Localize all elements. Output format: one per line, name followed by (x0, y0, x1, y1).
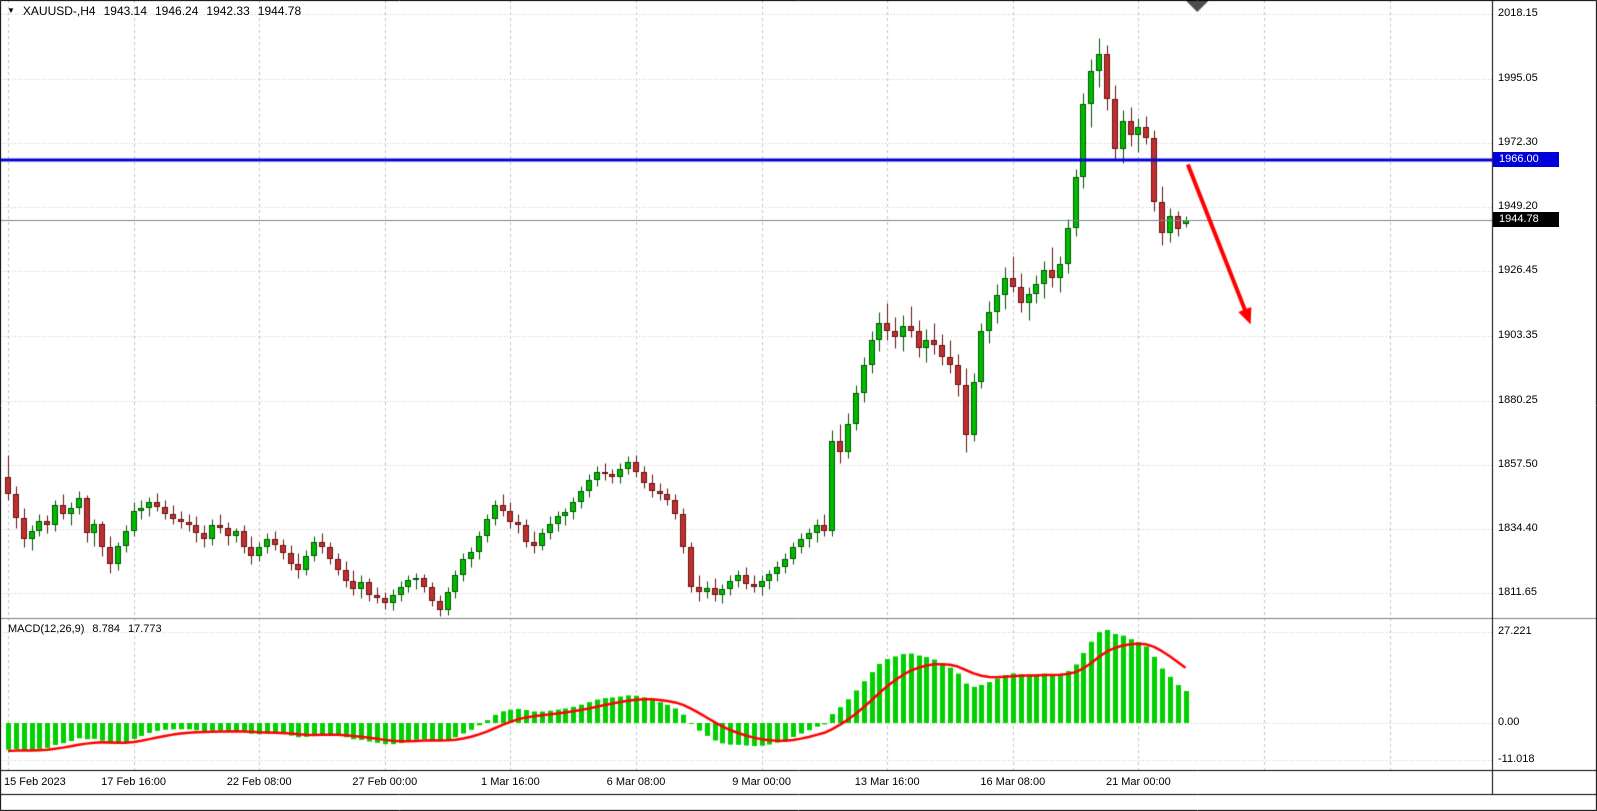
time-axis-label: 1 Mar 16:00 (481, 776, 540, 788)
macd-axis-label: -11.018 (1498, 753, 1535, 765)
time-axis-label: 13 Mar 16:00 (854, 776, 920, 788)
time-axis-label: 27 Feb 00:00 (352, 776, 418, 788)
time-axis-label: 6 Mar 08:00 (606, 776, 666, 788)
time-axis-label: 21 Mar 00:00 (1105, 776, 1171, 788)
price-axis-label: 1857.50 (1498, 458, 1538, 470)
time-axis-label: 9 Mar 00:00 (732, 776, 791, 788)
price-axis-label: 1880.25 (1498, 394, 1538, 406)
hline-price-tag[interactable]: 1966.00 (1493, 152, 1559, 167)
price-axis-label: 1903.35 (1498, 329, 1538, 341)
symbol-dropdown-icon[interactable]: ▼ (7, 6, 15, 15)
macd-axis-label: 27.221 (1498, 625, 1532, 637)
close-value: 1944.78 (257, 4, 302, 18)
price-axis-label: 1972.30 (1498, 136, 1538, 148)
high-value: 1946.24 (155, 4, 199, 18)
low-value: 1942.33 (206, 4, 250, 18)
indicator-name: MACD(12,26,9) (8, 623, 85, 635)
indicator-signal-value: 17.773 (127, 623, 162, 635)
time-axis-label: 17 Feb 16:00 (101, 776, 167, 788)
bid-price-tag: 1944.78 (1493, 212, 1559, 227)
open-value: 1943.14 (103, 4, 147, 18)
time-axis-label: 15 Feb 2023 (4, 776, 66, 788)
price-axis-label: 1995.05 (1498, 72, 1538, 84)
time-axis-label: 22 Feb 08:00 (226, 776, 292, 788)
price-axis-label: 1834.40 (1498, 522, 1538, 534)
symbol-period-label: XAUUSD-,H4 (22, 4, 96, 18)
chart-ohlc-header: ▼ XAUUSD-,H4 1943.14 1946.24 1942.33 194… (7, 4, 301, 18)
price-axis-label: 2018.15 (1498, 7, 1538, 19)
price-axis-label: 1811.65 (1498, 586, 1537, 598)
indicator-main-value: 8.784 (92, 623, 120, 635)
price-axis-label: 1926.45 (1498, 264, 1538, 276)
macd-axis-label: 0.00 (1498, 716, 1520, 728)
price-axis-label: 1949.20 (1498, 200, 1538, 212)
indicator-label: MACD(12,26,9) 8.784 17.773 (8, 623, 162, 635)
time-axis-label: 16 Mar 08:00 (980, 776, 1046, 788)
